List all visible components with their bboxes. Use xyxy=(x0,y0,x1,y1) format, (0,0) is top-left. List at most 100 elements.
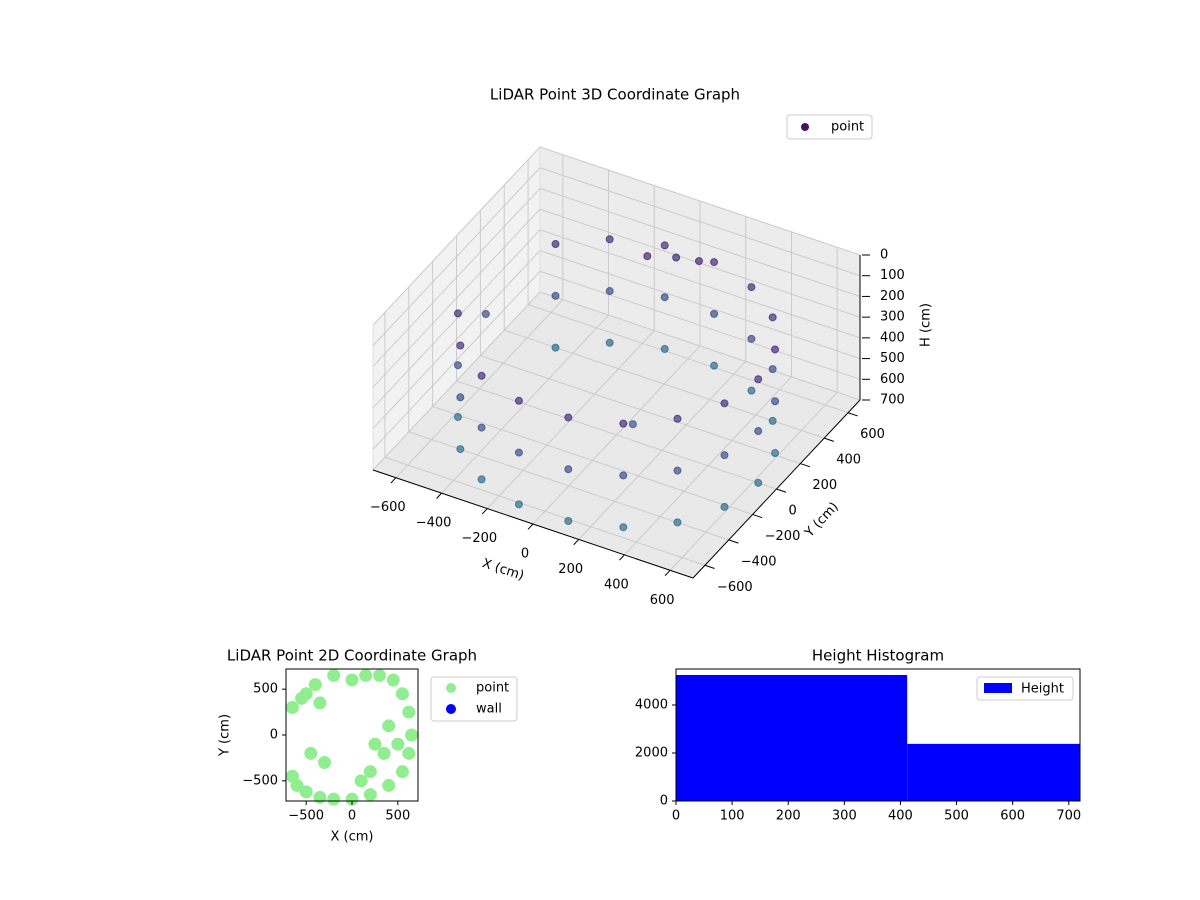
tick-mark xyxy=(847,412,858,417)
z-tick-label: 200 xyxy=(880,289,905,304)
point xyxy=(402,746,416,760)
point xyxy=(673,414,682,423)
point xyxy=(368,737,382,751)
z-axis-label: H (cm) xyxy=(919,303,934,347)
point xyxy=(373,668,386,682)
point xyxy=(551,240,560,249)
point xyxy=(299,785,313,799)
point xyxy=(382,778,396,792)
legend-box xyxy=(786,114,873,140)
point xyxy=(619,471,628,480)
y-axis-line xyxy=(692,399,861,579)
point xyxy=(456,341,465,350)
grid-line xyxy=(480,355,801,464)
point xyxy=(481,310,490,318)
tick-mark xyxy=(390,477,397,484)
grid-line xyxy=(372,208,541,388)
point xyxy=(605,235,614,244)
x-tick-label: 300 xyxy=(832,809,857,824)
plot-frame xyxy=(675,668,1081,802)
point xyxy=(643,252,652,261)
point xyxy=(564,465,573,474)
point xyxy=(710,361,719,370)
grid-line xyxy=(539,270,861,380)
point xyxy=(660,344,669,353)
point xyxy=(710,309,719,318)
point xyxy=(313,790,327,804)
x-tick-label: −600 xyxy=(370,500,406,515)
y-tick-label: 400 xyxy=(836,453,861,468)
z-tick-label: 600 xyxy=(880,372,905,387)
point xyxy=(514,396,523,405)
tick-mark xyxy=(704,564,715,569)
x-axis-label: X (cm) xyxy=(331,830,374,845)
x-tick-label: −200 xyxy=(461,531,497,546)
grid-line xyxy=(539,167,861,277)
x-tick-label: 100 xyxy=(720,809,745,824)
point xyxy=(673,466,682,475)
grid-line xyxy=(539,229,861,339)
y-tick-label: −500 xyxy=(242,773,278,788)
legend-label: point xyxy=(476,681,509,696)
point xyxy=(720,399,729,408)
point xyxy=(771,449,780,458)
point xyxy=(619,419,628,428)
grid-line xyxy=(372,146,541,326)
x-tick-label: 400 xyxy=(888,809,913,824)
tick-mark xyxy=(664,569,671,576)
y-tick-label: 500 xyxy=(253,682,278,697)
y-tick-label: 0 xyxy=(270,728,278,743)
point xyxy=(768,416,777,425)
legend-box xyxy=(976,676,1074,701)
x-tick-label: 500 xyxy=(385,809,410,824)
point xyxy=(299,687,313,701)
x-tick-label: 0 xyxy=(348,809,356,824)
point xyxy=(551,343,560,352)
y-tick-label: 200 xyxy=(812,478,837,493)
point xyxy=(514,448,523,457)
legend-label: point xyxy=(831,120,864,135)
point xyxy=(453,309,462,318)
point xyxy=(456,393,465,402)
legend-marker xyxy=(446,683,456,693)
grid-line xyxy=(384,456,706,566)
x-tick-label: 0 xyxy=(672,809,680,824)
point xyxy=(477,423,486,432)
bar xyxy=(676,675,908,801)
legend-label: Height xyxy=(1021,682,1064,697)
point xyxy=(327,668,341,682)
point xyxy=(402,705,416,719)
grid-line xyxy=(372,188,541,367)
point xyxy=(308,678,322,692)
tick-mark xyxy=(527,523,534,530)
point xyxy=(354,774,368,788)
legend-box xyxy=(430,676,518,722)
point xyxy=(768,313,777,322)
point xyxy=(386,673,400,687)
y-tick-label: −200 xyxy=(765,529,801,544)
tick-mark xyxy=(752,513,763,519)
point xyxy=(720,502,729,511)
point xyxy=(672,253,681,262)
point xyxy=(477,475,486,484)
x-tick-label: −400 xyxy=(416,516,452,531)
point xyxy=(327,792,341,806)
point xyxy=(405,728,419,742)
tick-mark xyxy=(776,488,787,493)
y-tick-label: 4000 xyxy=(635,698,668,713)
point xyxy=(377,746,391,760)
x-tick-label: 700 xyxy=(1056,809,1081,824)
x-axis-line xyxy=(372,469,694,579)
point xyxy=(285,701,299,714)
legend-marker xyxy=(446,704,456,714)
point xyxy=(363,765,377,779)
point xyxy=(660,241,669,250)
point xyxy=(456,445,465,454)
point xyxy=(710,258,719,267)
y-tick-label: 600 xyxy=(860,427,885,442)
point xyxy=(747,283,756,292)
x-tick-label: −500 xyxy=(288,809,324,824)
x-tick-label: 600 xyxy=(650,593,675,608)
x-tick-label: 400 xyxy=(604,577,629,592)
z-tick-label: 100 xyxy=(880,268,905,283)
